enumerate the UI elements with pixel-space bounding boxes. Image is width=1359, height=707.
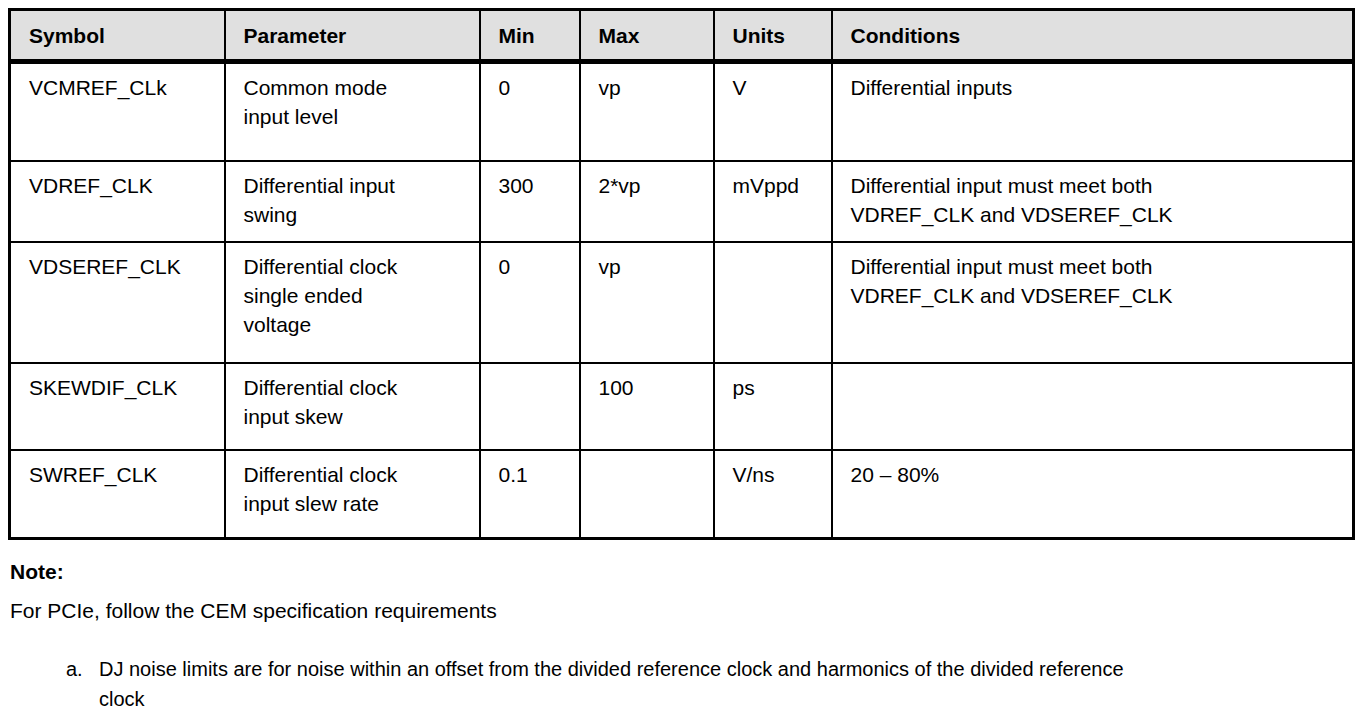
col-header-units: Units [714, 10, 832, 62]
cell-parameter: Differential clock single ended voltage [225, 242, 480, 363]
cell-units: mVppd [714, 161, 832, 242]
cell-conditions: 20 – 80% [832, 450, 1354, 539]
cell-units: V/ns [714, 450, 832, 539]
cell-max: vp [580, 62, 714, 161]
note-label: Note: [10, 559, 1352, 584]
cell-conditions: Differential input must meet both VDREF_… [832, 242, 1354, 363]
cell-max [580, 450, 714, 539]
cell-symbol: VDREF_CLK [10, 161, 225, 242]
table-header-row: Symbol Parameter Min Max Units Condition… [10, 10, 1354, 62]
cell-units: ps [714, 363, 832, 450]
cell-min: 0.1 [480, 450, 580, 539]
cell-conditions: Differential inputs [832, 62, 1354, 161]
cell-min [480, 363, 580, 450]
spec-table: Symbol Parameter Min Max Units Condition… [8, 8, 1355, 540]
cell-units [714, 242, 832, 363]
cell-max: 100 [580, 363, 714, 450]
col-header-parameter: Parameter [225, 10, 480, 62]
footnote-list: a. DJ noise limits are for noise within … [10, 654, 1352, 707]
cell-symbol: SKEWDIF_CLK [10, 363, 225, 450]
col-header-max: Max [580, 10, 714, 62]
cell-units: V [714, 62, 832, 161]
col-header-symbol: Symbol [10, 10, 225, 62]
cell-symbol: VCMREF_CLk [10, 62, 225, 161]
footnote-text: DJ noise limits are for noise within an … [99, 654, 1352, 707]
cell-max: 2*vp [580, 161, 714, 242]
cell-symbol: VDSEREF_CLK [10, 242, 225, 363]
cell-conditions [832, 363, 1354, 450]
document-page: Symbol Parameter Min Max Units Condition… [0, 0, 1359, 707]
table-row: SWREF_CLK Differential clock input slew … [10, 450, 1354, 539]
notes-section: Note: For PCIe, follow the CEM specifica… [10, 559, 1352, 707]
cell-max: vp [580, 242, 714, 363]
table-row: VDREF_CLK Differential input swing 300 2… [10, 161, 1354, 242]
cell-symbol: SWREF_CLK [10, 450, 225, 539]
cell-min: 0 [480, 62, 580, 161]
table-row: SKEWDIF_CLK Differential clock input ske… [10, 363, 1354, 450]
footnote-item: a. DJ noise limits are for noise within … [66, 654, 1352, 707]
table-row: VCMREF_CLk Common mode input level 0 vp … [10, 62, 1354, 161]
cell-parameter: Differential clock input slew rate [225, 450, 480, 539]
cell-parameter: Differential input swing [225, 161, 480, 242]
cell-parameter: Common mode input level [225, 62, 480, 161]
cell-conditions: Differential input must meet both VDREF_… [832, 161, 1354, 242]
cell-min: 0 [480, 242, 580, 363]
cell-parameter: Differential clock input skew [225, 363, 480, 450]
col-header-min: Min [480, 10, 580, 62]
cell-min: 300 [480, 161, 580, 242]
footnote-marker: a. [66, 654, 99, 707]
table-row: VDSEREF_CLK Differential clock single en… [10, 242, 1354, 363]
note-text: For PCIe, follow the CEM specification r… [10, 598, 1352, 623]
col-header-conditions: Conditions [832, 10, 1354, 62]
